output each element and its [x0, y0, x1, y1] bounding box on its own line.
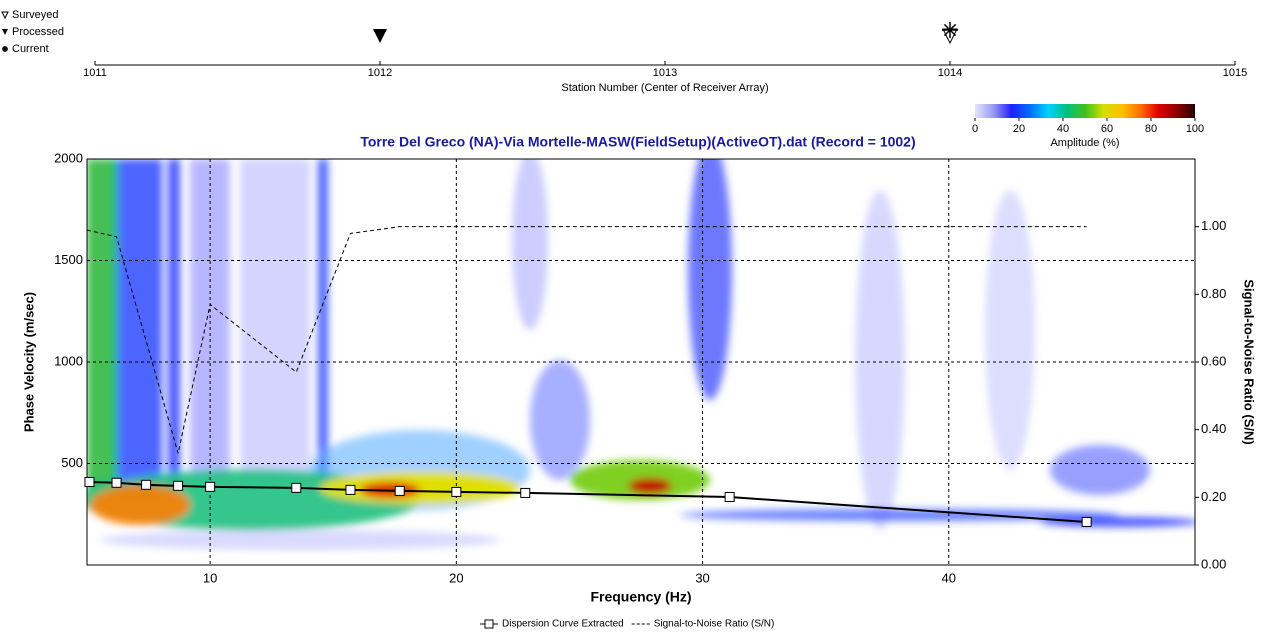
- current-marker: [942, 22, 958, 38]
- legend-label: Surveyed: [12, 9, 58, 21]
- current-marker: [2, 46, 8, 52]
- y2-tick-label: 0.00: [1201, 556, 1226, 571]
- y-tick-label: 1000: [54, 353, 83, 368]
- y-tick-label: 500: [61, 455, 83, 470]
- heatmap-blob: [117, 159, 162, 499]
- colorbar: [975, 104, 1195, 118]
- legend-swatch-marker: [484, 619, 494, 629]
- x-tick-label: 1011: [83, 67, 107, 79]
- x-tick-label: 40: [942, 570, 956, 585]
- x-tick-label: 1015: [1223, 67, 1247, 79]
- heatmap-blob: [90, 485, 190, 525]
- legend-label: Processed: [12, 26, 64, 38]
- heatmap-blob: [240, 159, 310, 479]
- data-point: [205, 481, 216, 492]
- legend-label: Signal-to-Noise Ratio (S/N): [654, 619, 775, 630]
- data-point: [141, 479, 152, 490]
- colorbar-tick-label: 20: [1013, 123, 1025, 135]
- x-tick-label: 20: [449, 570, 463, 585]
- y-axis-label: Phase Velocity (m/sec): [21, 292, 36, 432]
- surveyed-marker: [1, 11, 9, 20]
- heatmap-blob: [168, 159, 180, 489]
- data-point: [291, 482, 302, 493]
- heatmap-blob: [530, 360, 590, 480]
- heatmap-blob: [688, 159, 732, 400]
- data-point: [345, 484, 356, 495]
- series-line: [86, 226, 1087, 454]
- y-tick-label: 2000: [54, 150, 83, 165]
- colorbar-label: Amplitude (%): [1050, 137, 1119, 149]
- colorbar-tick-label: 40: [1057, 123, 1069, 135]
- x-tick-label: 10: [203, 570, 217, 585]
- legend-label: Dispersion Curve Extracted: [502, 619, 624, 630]
- heatmap-blob: [855, 190, 905, 530]
- heatmap-blob: [985, 190, 1035, 470]
- y2-tick-label: 0.80: [1201, 286, 1226, 301]
- heatmap-blob: [680, 509, 1120, 521]
- processed-marker: [2, 29, 8, 35]
- heatmap-blob: [628, 478, 672, 494]
- x-tick-label: 30: [695, 570, 709, 585]
- y2-tick-label: 0.20: [1201, 489, 1226, 504]
- y2-tick-label: 1.00: [1201, 218, 1226, 233]
- y2-axis-label: Signal-to-Noise Ratio (S/N): [1242, 279, 1257, 444]
- processed-marker: [373, 29, 387, 43]
- heatmap-blob: [320, 472, 520, 504]
- data-point: [520, 487, 531, 498]
- data-point: [173, 480, 184, 491]
- heatmap: [87, 159, 1195, 550]
- colorbar-tick-label: 0: [972, 123, 978, 135]
- colorbar-tick-label: 80: [1145, 123, 1157, 135]
- heatmap-blob: [1040, 517, 1195, 527]
- x-axis-label: Station Number (Center of Receiver Array…: [561, 82, 768, 94]
- y2-tick-label: 0.60: [1201, 353, 1226, 368]
- colorbar-tick-label: 100: [1186, 123, 1204, 135]
- x-tick-label: 1013: [653, 67, 677, 79]
- heatmap-blob: [87, 159, 111, 479]
- chart-title: Torre Del Greco (NA)-Via Mortelle-MASW(F…: [360, 134, 915, 150]
- x-axis-label: Frequency (Hz): [590, 589, 691, 605]
- data-point: [1081, 516, 1092, 527]
- colorbar-tick-label: 60: [1101, 123, 1113, 135]
- y-tick-label: 1500: [54, 252, 83, 267]
- data-point: [394, 485, 405, 496]
- legend-label: Current: [12, 43, 49, 55]
- heatmap-blob: [318, 159, 328, 489]
- y2-tick-label: 0.40: [1201, 421, 1226, 436]
- data-point: [451, 486, 462, 497]
- heatmap-blob: [1050, 445, 1150, 495]
- heatmap-blob: [512, 159, 548, 330]
- data-point: [111, 477, 122, 488]
- x-tick-label: 1014: [938, 67, 962, 79]
- heatmap-blob: [100, 530, 500, 550]
- data-point: [724, 491, 735, 502]
- x-tick-label: 1012: [368, 67, 392, 79]
- data-point: [84, 476, 95, 487]
